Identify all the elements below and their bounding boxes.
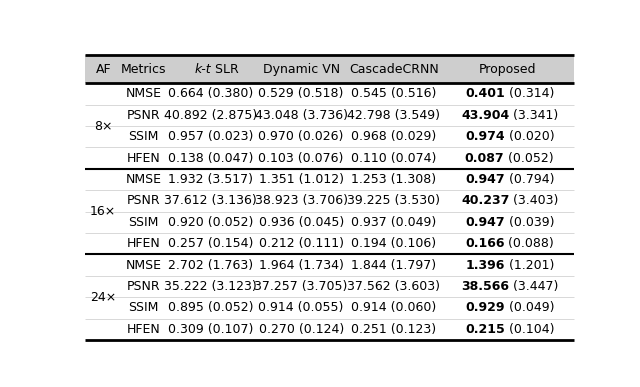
Text: 40.237: 40.237 — [461, 194, 509, 207]
Text: 0.087: 0.087 — [465, 152, 504, 164]
Text: (0.794): (0.794) — [504, 173, 554, 186]
Text: 1.396: 1.396 — [465, 259, 504, 272]
Text: 37.612 (3.136): 37.612 (3.136) — [164, 194, 257, 207]
Text: 0.929: 0.929 — [465, 301, 504, 314]
Text: 0.103 (0.076): 0.103 (0.076) — [259, 152, 344, 164]
Text: AF: AF — [95, 63, 111, 76]
Text: 42.798 (3.549): 42.798 (3.549) — [348, 109, 440, 122]
Text: 1.932 (3.517): 1.932 (3.517) — [168, 173, 253, 186]
Text: 0.166: 0.166 — [465, 237, 504, 250]
Text: 37.257 (3.705): 37.257 (3.705) — [255, 280, 348, 293]
Text: 1.351 (1.012): 1.351 (1.012) — [259, 173, 344, 186]
Text: HFEN: HFEN — [127, 237, 161, 250]
Text: 0.957 (0.023): 0.957 (0.023) — [168, 130, 253, 143]
Text: 0.920 (0.052): 0.920 (0.052) — [168, 216, 253, 229]
Text: 0.529 (0.518): 0.529 (0.518) — [259, 87, 344, 101]
Text: NMSE: NMSE — [125, 87, 161, 101]
Text: 0.401: 0.401 — [465, 87, 505, 101]
Text: HFEN: HFEN — [127, 152, 161, 164]
Text: 37.562 (3.603): 37.562 (3.603) — [348, 280, 440, 293]
Text: CascadeCRNN: CascadeCRNN — [349, 63, 439, 76]
Text: (3.341): (3.341) — [509, 109, 559, 122]
Text: (0.052): (0.052) — [504, 152, 554, 164]
Text: (0.314): (0.314) — [505, 87, 554, 101]
Text: 0.251 (0.123): 0.251 (0.123) — [351, 323, 436, 336]
Text: 0.974: 0.974 — [465, 130, 504, 143]
Text: SSIM: SSIM — [129, 216, 159, 229]
Text: 38.566: 38.566 — [461, 280, 509, 293]
Text: 0.664 (0.380): 0.664 (0.380) — [168, 87, 253, 101]
Text: 1.964 (1.734): 1.964 (1.734) — [259, 259, 344, 272]
Text: HFEN: HFEN — [127, 323, 161, 336]
Text: 16×: 16× — [90, 205, 116, 218]
Text: 0.970 (0.026): 0.970 (0.026) — [259, 130, 344, 143]
Text: 0.947: 0.947 — [465, 216, 504, 229]
Text: PSNR: PSNR — [127, 194, 161, 207]
Text: NMSE: NMSE — [125, 259, 161, 272]
Text: 0.212 (0.111): 0.212 (0.111) — [259, 237, 344, 250]
Text: (3.447): (3.447) — [509, 280, 559, 293]
Text: 35.222 (3.123): 35.222 (3.123) — [164, 280, 257, 293]
Text: Metrics: Metrics — [121, 63, 166, 76]
Text: SSIM: SSIM — [129, 130, 159, 143]
Text: 1.844 (1.797): 1.844 (1.797) — [351, 259, 436, 272]
Text: 0.257 (0.154): 0.257 (0.154) — [168, 237, 253, 250]
Text: 0.270 (0.124): 0.270 (0.124) — [259, 323, 344, 336]
Text: PSNR: PSNR — [127, 109, 161, 122]
Text: 43.904: 43.904 — [461, 109, 509, 122]
Text: 1.253 (1.308): 1.253 (1.308) — [351, 173, 436, 186]
Text: SSIM: SSIM — [129, 301, 159, 314]
Text: 39.225 (3.530): 39.225 (3.530) — [348, 194, 440, 207]
Text: 8×: 8× — [94, 120, 113, 133]
Bar — [85, 83, 573, 340]
Text: 0.309 (0.107): 0.309 (0.107) — [168, 323, 253, 336]
Text: (0.088): (0.088) — [504, 237, 554, 250]
Text: 38.923 (3.706): 38.923 (3.706) — [255, 194, 348, 207]
Text: (0.039): (0.039) — [504, 216, 554, 229]
Bar — [85, 55, 573, 83]
Text: 40.892 (2.875): 40.892 (2.875) — [164, 109, 257, 122]
Text: 24×: 24× — [90, 291, 116, 304]
Text: (0.104): (0.104) — [505, 323, 554, 336]
Text: SLR: SLR — [211, 63, 239, 76]
Text: 0.914 (0.060): 0.914 (0.060) — [351, 301, 436, 314]
Text: 2.702 (1.763): 2.702 (1.763) — [168, 259, 253, 272]
Text: Dynamic VN: Dynamic VN — [262, 63, 340, 76]
Text: 0.968 (0.029): 0.968 (0.029) — [351, 130, 436, 143]
Text: 43.048 (3.736): 43.048 (3.736) — [255, 109, 348, 122]
Text: 0.110 (0.074): 0.110 (0.074) — [351, 152, 436, 164]
Text: 0.947: 0.947 — [465, 173, 504, 186]
Text: (0.020): (0.020) — [504, 130, 554, 143]
Text: PSNR: PSNR — [127, 280, 161, 293]
Text: NMSE: NMSE — [125, 173, 161, 186]
Text: (0.049): (0.049) — [504, 301, 554, 314]
Text: 0.937 (0.049): 0.937 (0.049) — [351, 216, 436, 229]
Text: 0.936 (0.045): 0.936 (0.045) — [259, 216, 344, 229]
Text: 0.194 (0.106): 0.194 (0.106) — [351, 237, 436, 250]
Text: 0.895 (0.052): 0.895 (0.052) — [168, 301, 253, 314]
Text: (1.201): (1.201) — [504, 259, 554, 272]
Text: (3.403): (3.403) — [509, 194, 559, 207]
Text: 0.545 (0.516): 0.545 (0.516) — [351, 87, 436, 101]
Text: 0.138 (0.047): 0.138 (0.047) — [168, 152, 253, 164]
Text: 0.215: 0.215 — [465, 323, 505, 336]
Text: Proposed: Proposed — [479, 63, 536, 76]
Text: k-t: k-t — [194, 63, 211, 76]
Text: 0.914 (0.055): 0.914 (0.055) — [259, 301, 344, 314]
